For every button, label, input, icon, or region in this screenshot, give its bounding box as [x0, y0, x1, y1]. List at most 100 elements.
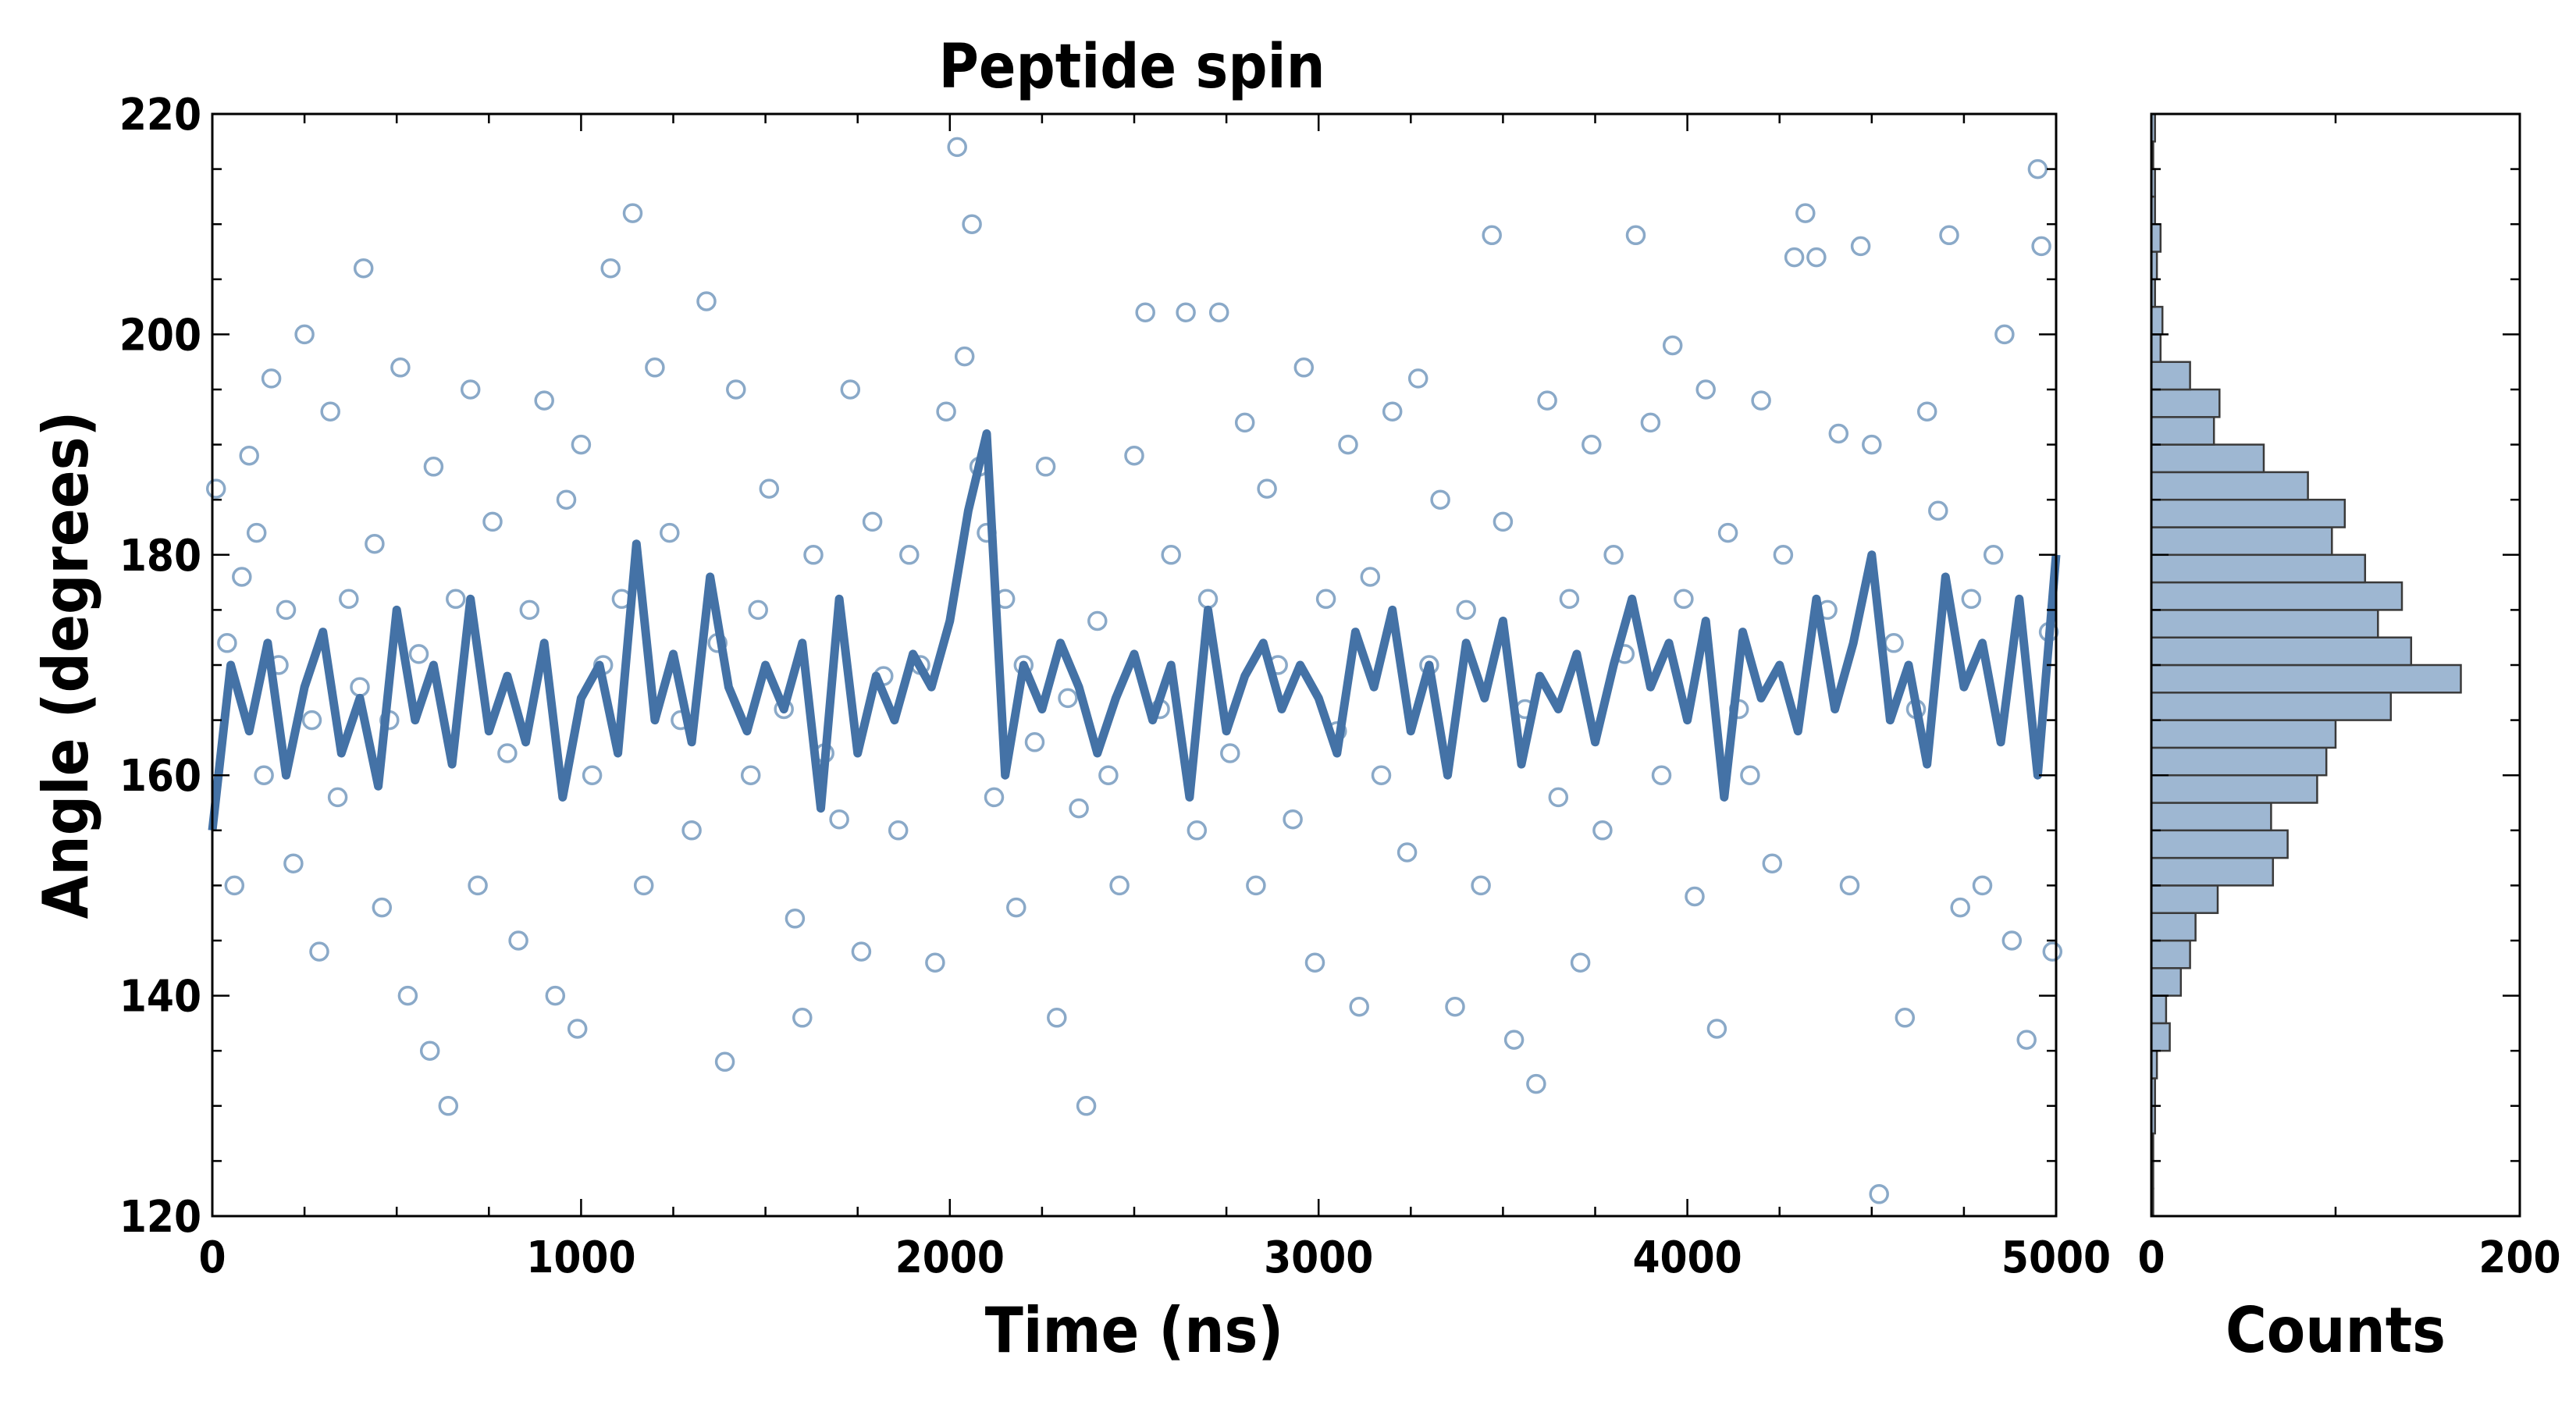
scatter-point	[497, 743, 518, 763]
scatter-point	[984, 787, 1005, 808]
histogram-bar	[2150, 829, 2289, 859]
y-tick-label: 180	[119, 531, 201, 582]
scatter-point	[2042, 941, 2063, 962]
scatter-point	[232, 567, 252, 587]
scatter-point	[1161, 545, 1181, 565]
scatter-point	[276, 599, 297, 621]
scatter-point	[224, 875, 245, 896]
main-plot-ticks: 0 1000 2000 3000 4000 5000 120 140 160 180 200 220	[119, 90, 2111, 1283]
histogram-bar	[2150, 361, 2191, 391]
histogram-bar	[2150, 471, 2309, 501]
scatter-point	[1751, 390, 1771, 411]
scatter-point	[294, 324, 315, 345]
histogram-bar	[2150, 994, 2168, 1025]
scatter-point	[660, 522, 680, 543]
scatter-point	[1430, 489, 1450, 510]
histogram-bar	[2150, 416, 2215, 446]
scatter-point	[1537, 390, 1557, 411]
scatter-point	[519, 599, 540, 621]
scatter-point	[1850, 236, 1871, 257]
scatter-point	[246, 522, 267, 543]
main-plot: Peptide spin 0 1000 2000 3000 4000 5000 120 140…	[30, 32, 2111, 1367]
scatter-point	[2027, 158, 2048, 180]
scatter-point	[534, 390, 554, 411]
scatter-point	[1058, 688, 1078, 709]
scatter-point	[1773, 545, 1794, 565]
scatter-point	[1360, 567, 1381, 587]
main-plot-marks	[205, 137, 2063, 1204]
scatter-point	[1456, 599, 1476, 621]
scatter-point	[696, 291, 717, 311]
scatter-point	[446, 589, 466, 610]
scatter-point	[1625, 225, 1646, 246]
scatter-point	[829, 809, 849, 830]
scatter-point	[327, 787, 348, 808]
histogram-bar	[2150, 498, 2347, 528]
scatter-point	[1939, 225, 1959, 246]
y-tick-label: 160	[119, 751, 201, 802]
histogram-bar	[2150, 1022, 2171, 1052]
scatter-point	[423, 457, 444, 477]
scatter-point	[301, 710, 322, 731]
series-line	[208, 429, 2061, 831]
scatter-point	[622, 203, 643, 223]
scatter-point	[1382, 401, 1403, 422]
histogram-bar	[2150, 553, 2367, 584]
scatter-point	[1592, 820, 1613, 841]
scatter-point	[925, 952, 945, 973]
histogram-x-tick-label: 200	[2478, 1232, 2560, 1283]
scatter-point	[962, 214, 982, 234]
scatter-point	[633, 875, 654, 896]
scatter-point	[2001, 930, 2023, 951]
scatter-point	[508, 930, 528, 951]
scatter-point	[1315, 589, 1336, 610]
scatter-point	[1503, 1030, 1525, 1050]
x-tick-label: 3000	[1264, 1232, 1373, 1283]
histogram-bar	[2150, 333, 2162, 363]
scatter-point	[681, 820, 702, 841]
scatter-point	[205, 478, 226, 499]
histogram-bar	[2150, 443, 2265, 474]
histogram-bar	[2150, 305, 2164, 336]
scatter-point	[1338, 434, 1358, 455]
scatter-point	[1482, 225, 1502, 246]
scatter-point	[1862, 434, 1882, 455]
histogram-bar	[2150, 692, 2393, 721]
scatter-point	[350, 677, 370, 697]
histogram-bar	[2150, 526, 2333, 557]
scatter-point	[1784, 247, 1805, 268]
scatter-point	[1548, 787, 1569, 808]
scatter-point	[1961, 589, 1982, 610]
scatter-point	[1098, 765, 1119, 785]
scatter-point	[1762, 853, 1783, 873]
scatter-point	[1928, 500, 1948, 521]
scatter-point	[339, 589, 359, 610]
histogram-x-tick-label: 0	[2137, 1232, 2165, 1283]
scatter-point	[1839, 875, 1860, 896]
scatter-point	[792, 1008, 813, 1028]
scatter-point	[1493, 511, 1514, 532]
x-axis-label: Time (ns)	[985, 1294, 1284, 1367]
scatter-point	[1234, 412, 1255, 433]
histogram-bar	[2150, 609, 2379, 638]
scatter-point	[1135, 302, 1155, 322]
scatter-point	[239, 445, 259, 466]
scatter-point	[1208, 302, 1229, 322]
scatter-point	[740, 765, 761, 785]
x-tick-label: 4000	[1632, 1232, 1742, 1283]
histogram-x-axis-label: Counts	[2226, 1294, 2446, 1367]
scatter-point	[1795, 203, 1816, 223]
scatter-point	[759, 478, 780, 499]
scatter-point	[1869, 1184, 1889, 1204]
scatter-point	[1685, 886, 1705, 907]
scatter-point	[803, 545, 824, 565]
x-tick-label: 0	[198, 1232, 226, 1283]
scatter-point	[1246, 875, 1266, 896]
histogram-marks	[2150, 112, 2462, 1218]
scatter-point	[1651, 765, 1672, 785]
histogram-bar	[2150, 388, 2221, 418]
y-tick-label: 200	[119, 310, 201, 361]
scatter-point	[1471, 875, 1491, 896]
scatter-point	[408, 644, 429, 664]
scatter-point	[1972, 875, 1993, 896]
